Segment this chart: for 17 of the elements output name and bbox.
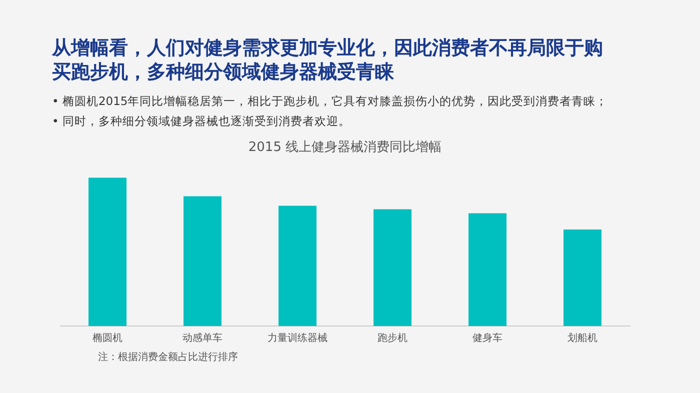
x-tick-label: 划船机 [568, 332, 598, 344]
x-tick-label: 健身车 [472, 332, 502, 344]
bar [374, 209, 412, 326]
text: • 椭圆机2015年同比增幅稳居第一，相比于跑步机，它具有对膝盖损伤小的优势，因此受到消费者青睐； [52, 94, 609, 109]
bar [468, 213, 506, 326]
chart-title: 从增幅看，人们对健身需求更加专业化，因此消费者不再局限于购买跑步机，多种细分领域健身器械受青睐 [52, 36, 604, 84]
bar [88, 178, 126, 326]
x-tick-label: 跑步机 [378, 332, 408, 344]
x-tick-label: 动感单车 [182, 332, 222, 344]
bar [184, 196, 222, 326]
x-tick-label: 力量训练器械 [268, 332, 328, 344]
x-tick-label: 椭圆机 [92, 332, 122, 344]
chart-subtitle: 2015 线上健身器械消费同比增幅 [248, 140, 442, 156]
text: • 同时，多种细分领域健身器械也逐渐受到消费者欢迎。 [52, 114, 352, 129]
bar [564, 230, 602, 326]
bar [278, 206, 316, 326]
text: 注：根据消费金额占比进行排序 [98, 350, 238, 364]
